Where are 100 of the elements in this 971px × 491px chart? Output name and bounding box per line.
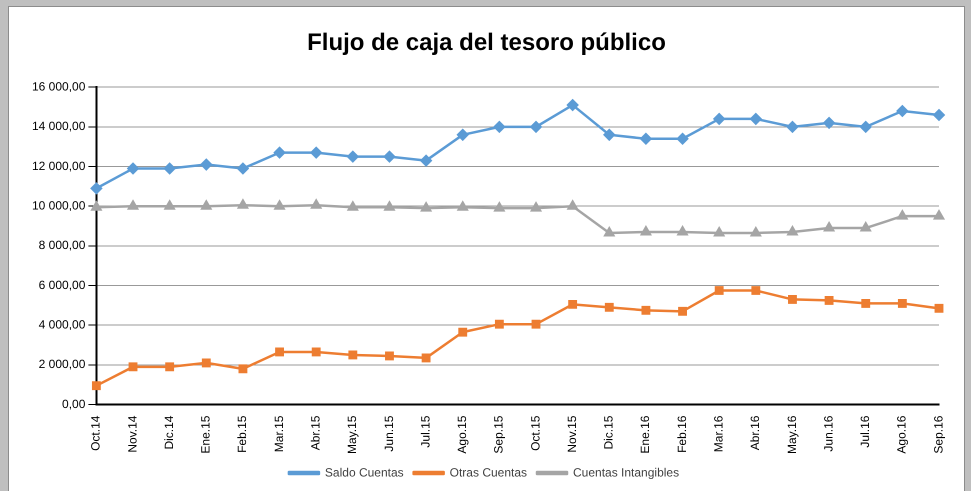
x-tick-label: Jul.16 <box>858 415 872 448</box>
point <box>678 306 687 316</box>
point <box>128 200 138 210</box>
point <box>164 200 175 210</box>
point <box>676 133 688 145</box>
point <box>237 162 249 174</box>
x-tick-label: Ene.15 <box>198 415 213 454</box>
point <box>861 298 870 308</box>
point <box>713 113 725 125</box>
point <box>568 300 578 309</box>
point <box>786 121 798 133</box>
point <box>604 302 614 312</box>
point <box>641 306 650 315</box>
x-tick-label: Ago.16 <box>894 415 909 454</box>
point <box>200 158 212 170</box>
point <box>420 154 432 166</box>
x-tick-label: Oct.15 <box>528 415 542 451</box>
point <box>348 350 358 360</box>
x-tick-label: Abr.16 <box>748 415 762 450</box>
y-tick-label: 4 000,00 <box>38 318 86 332</box>
x-tick-label: May.15 <box>345 415 360 454</box>
y-tick-label: 2 000,00 <box>38 357 86 372</box>
point <box>348 201 358 211</box>
y-tick-label: 6 000,00 <box>38 278 86 292</box>
point <box>420 202 432 212</box>
point <box>604 227 614 236</box>
point <box>458 201 468 211</box>
x-tick-label: Sep.16 <box>931 415 946 454</box>
x-tick-label: Feb.15 <box>235 415 250 453</box>
point <box>128 362 138 372</box>
x-tick-label: Feb.16 <box>674 415 689 453</box>
legend-label: Saldo Cuentas <box>324 465 404 480</box>
y-tick-label: 16 000,00 <box>32 80 86 94</box>
point <box>494 202 505 212</box>
point <box>640 133 652 145</box>
point <box>384 150 396 162</box>
point <box>677 226 688 236</box>
point <box>494 320 504 329</box>
point <box>566 99 578 111</box>
x-tick-label: Abr.15 <box>308 415 323 450</box>
legend-label: Cuentas Intangibles <box>573 465 680 480</box>
legend-label: Otras Cuentas <box>450 465 528 480</box>
x-tick-label: May.16 <box>784 415 799 454</box>
point <box>458 328 468 337</box>
point <box>532 320 540 329</box>
point <box>456 129 468 141</box>
point <box>898 298 907 308</box>
point <box>897 210 908 220</box>
point <box>165 362 174 372</box>
point <box>934 304 944 313</box>
x-tick-label: Mar.16 <box>712 415 726 452</box>
point <box>275 348 284 356</box>
point <box>311 199 322 209</box>
x-tick-label: Oct.14 <box>88 415 103 451</box>
point <box>312 348 321 356</box>
point <box>824 296 834 305</box>
point <box>422 354 431 362</box>
point <box>933 109 945 121</box>
x-tick-label: Jun.15 <box>382 415 396 452</box>
point <box>91 201 102 211</box>
point <box>201 200 212 210</box>
point <box>860 121 872 133</box>
point <box>347 150 359 162</box>
y-tick-label: 0,00 <box>62 396 86 411</box>
point <box>274 146 286 158</box>
point <box>714 227 724 236</box>
x-tick-label: Ago.15 <box>455 415 470 454</box>
x-tick-label: Mar.15 <box>272 415 286 452</box>
point <box>310 146 322 158</box>
point <box>92 381 101 390</box>
point <box>750 113 762 125</box>
point <box>127 162 139 174</box>
point <box>640 226 652 236</box>
point <box>238 364 248 374</box>
point <box>384 201 395 211</box>
point <box>750 227 761 236</box>
x-tick-label: Nov.15 <box>564 415 579 453</box>
point <box>896 105 908 117</box>
point <box>530 202 542 212</box>
point <box>934 210 944 220</box>
x-tick-label: Sep.15 <box>492 415 506 454</box>
point <box>90 182 102 194</box>
x-tick-label: Jun.16 <box>821 415 836 452</box>
point <box>238 199 248 209</box>
x-tick-label: Jul.15 <box>418 415 432 448</box>
x-tick-label: Ene.16 <box>638 415 652 454</box>
point <box>568 200 578 210</box>
x-tick-label: Dic.15 <box>602 415 616 450</box>
point <box>787 226 798 236</box>
point <box>274 200 285 210</box>
x-tick-label: Dic.14 <box>162 415 176 450</box>
point <box>751 286 760 295</box>
point <box>860 222 871 232</box>
point <box>604 129 616 141</box>
point <box>494 121 506 133</box>
y-tick-label: 10 000,00 <box>32 198 86 213</box>
chart-title: Flujo de caja del tesoro público <box>306 29 667 57</box>
y-tick-label: 8 000,00 <box>38 238 86 252</box>
point <box>530 121 542 133</box>
point <box>714 286 724 295</box>
